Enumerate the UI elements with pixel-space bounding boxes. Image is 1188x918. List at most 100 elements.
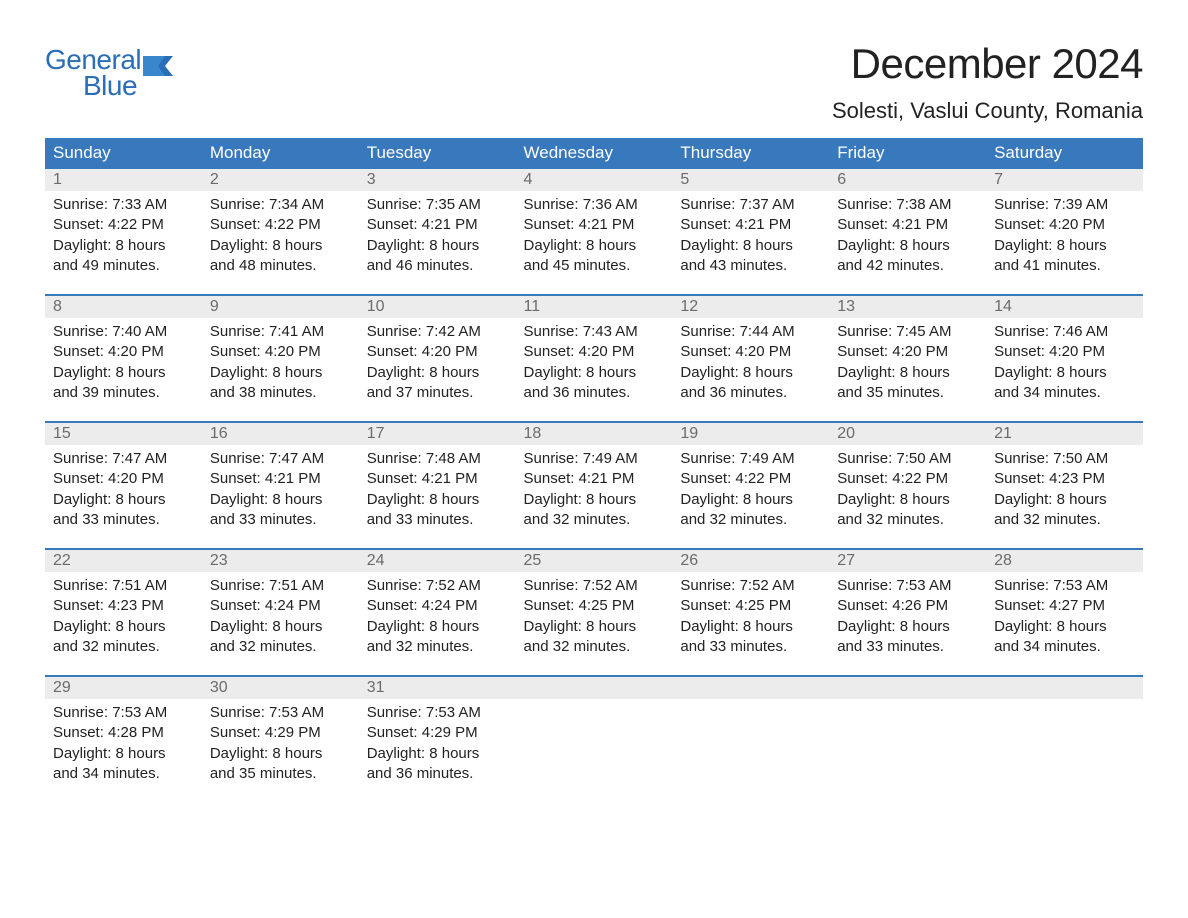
day-number: 28 [986, 552, 1012, 569]
page-header: General Blue December 2024 Solesti, Vasl… [45, 40, 1143, 124]
day-detail-d1: Daylight: 8 hours [837, 490, 978, 510]
day-number-row: 9 [202, 296, 359, 318]
day-detail-d1: Daylight: 8 hours [210, 490, 351, 510]
day-number: 16 [202, 425, 228, 442]
day-detail-d1: Daylight: 8 hours [837, 617, 978, 637]
day-detail-d2: and 33 minutes. [53, 510, 194, 530]
day-number: 14 [986, 298, 1012, 315]
day-number: 20 [829, 425, 855, 442]
day-detail-d1: Daylight: 8 hours [994, 363, 1135, 383]
day-number: 31 [359, 679, 385, 696]
calendar-day-cell: 7Sunrise: 7:39 AMSunset: 4:20 PMDaylight… [986, 169, 1143, 295]
day-detail-sunrise: Sunrise: 7:46 AM [994, 322, 1135, 342]
calendar-day-cell [986, 676, 1143, 802]
day-number: 25 [516, 552, 542, 569]
day-number-row: 25 [516, 550, 673, 572]
calendar-day-cell: 8Sunrise: 7:40 AMSunset: 4:20 PMDaylight… [45, 295, 202, 422]
day-detail-sunset: Sunset: 4:27 PM [994, 596, 1135, 616]
day-detail-sunset: Sunset: 4:21 PM [837, 215, 978, 235]
day-detail-sunrise: Sunrise: 7:51 AM [53, 576, 194, 596]
calendar-day-cell: 4Sunrise: 7:36 AMSunset: 4:21 PMDaylight… [516, 169, 673, 295]
day-detail-d2: and 49 minutes. [53, 256, 194, 276]
flag-icon [143, 56, 173, 76]
calendar-day-cell: 9Sunrise: 7:41 AMSunset: 4:20 PMDaylight… [202, 295, 359, 422]
calendar-day-cell: 28Sunrise: 7:53 AMSunset: 4:27 PMDayligh… [986, 549, 1143, 676]
day-detail-d2: and 32 minutes. [53, 637, 194, 657]
day-detail-d2: and 36 minutes. [524, 383, 665, 403]
day-number: 29 [45, 679, 71, 696]
day-number-row: 27 [829, 550, 986, 572]
location-subtitle: Solesti, Vaslui County, Romania [832, 98, 1143, 124]
day-number-row: 11 [516, 296, 673, 318]
day-detail-sunrise: Sunrise: 7:49 AM [680, 449, 821, 469]
day-number: 17 [359, 425, 385, 442]
day-number-row: 21 [986, 423, 1143, 445]
day-detail-sunrise: Sunrise: 7:44 AM [680, 322, 821, 342]
day-detail-d1: Daylight: 8 hours [837, 363, 978, 383]
day-detail-sunset: Sunset: 4:24 PM [367, 596, 508, 616]
day-number-row-empty [672, 677, 829, 699]
day-number: 6 [829, 171, 846, 188]
day-number-row-empty [516, 677, 673, 699]
calendar-day-cell: 22Sunrise: 7:51 AMSunset: 4:23 PMDayligh… [45, 549, 202, 676]
day-detail-d1: Daylight: 8 hours [837, 236, 978, 256]
day-detail-sunrise: Sunrise: 7:38 AM [837, 195, 978, 215]
day-detail-sunset: Sunset: 4:25 PM [680, 596, 821, 616]
day-number-row: 20 [829, 423, 986, 445]
calendar-day-cell: 11Sunrise: 7:43 AMSunset: 4:20 PMDayligh… [516, 295, 673, 422]
day-number-row: 12 [672, 296, 829, 318]
day-number-row: 1 [45, 169, 202, 191]
day-detail-sunset: Sunset: 4:21 PM [680, 215, 821, 235]
day-detail-sunrise: Sunrise: 7:53 AM [210, 703, 351, 723]
day-detail-d1: Daylight: 8 hours [524, 617, 665, 637]
day-detail-d2: and 33 minutes. [680, 637, 821, 657]
day-number: 13 [829, 298, 855, 315]
day-number: 21 [986, 425, 1012, 442]
day-detail-d2: and 35 minutes. [837, 383, 978, 403]
calendar-day-cell: 26Sunrise: 7:52 AMSunset: 4:25 PMDayligh… [672, 549, 829, 676]
day-number: 10 [359, 298, 385, 315]
day-detail-d2: and 33 minutes. [837, 637, 978, 657]
day-detail-sunset: Sunset: 4:22 PM [837, 469, 978, 489]
day-detail-sunset: Sunset: 4:21 PM [210, 469, 351, 489]
day-detail-d1: Daylight: 8 hours [53, 617, 194, 637]
day-number: 1 [45, 171, 62, 188]
calendar-day-cell [516, 676, 673, 802]
day-detail-d1: Daylight: 8 hours [367, 617, 508, 637]
day-number: 9 [202, 298, 219, 315]
day-detail-d2: and 32 minutes. [524, 510, 665, 530]
day-detail-sunset: Sunset: 4:29 PM [210, 723, 351, 743]
day-number-row: 2 [202, 169, 359, 191]
weekday-header: Tuesday [359, 138, 516, 169]
day-number-row: 22 [45, 550, 202, 572]
calendar-day-cell: 15Sunrise: 7:47 AMSunset: 4:20 PMDayligh… [45, 422, 202, 549]
day-detail-sunrise: Sunrise: 7:41 AM [210, 322, 351, 342]
day-detail-d1: Daylight: 8 hours [367, 363, 508, 383]
calendar-day-cell: 19Sunrise: 7:49 AMSunset: 4:22 PMDayligh… [672, 422, 829, 549]
calendar-day-cell: 13Sunrise: 7:45 AMSunset: 4:20 PMDayligh… [829, 295, 986, 422]
day-detail-d1: Daylight: 8 hours [524, 236, 665, 256]
day-detail-sunset: Sunset: 4:20 PM [837, 342, 978, 362]
day-number: 12 [672, 298, 698, 315]
day-detail-d2: and 43 minutes. [680, 256, 821, 276]
day-detail-sunrise: Sunrise: 7:42 AM [367, 322, 508, 342]
day-detail-sunset: Sunset: 4:20 PM [367, 342, 508, 362]
day-detail-sunset: Sunset: 4:20 PM [994, 342, 1135, 362]
day-detail-sunset: Sunset: 4:22 PM [210, 215, 351, 235]
day-detail-sunrise: Sunrise: 7:47 AM [210, 449, 351, 469]
day-detail-d1: Daylight: 8 hours [680, 363, 821, 383]
day-detail-sunset: Sunset: 4:29 PM [367, 723, 508, 743]
day-detail-sunset: Sunset: 4:20 PM [53, 342, 194, 362]
day-detail-sunrise: Sunrise: 7:35 AM [367, 195, 508, 215]
day-detail-d1: Daylight: 8 hours [680, 236, 821, 256]
calendar-day-cell: 10 Sunrise: 7:42 AMSunset: 4:20 PMDayligh… [359, 295, 516, 422]
day-number: 19 [672, 425, 698, 442]
day-detail-sunrise: Sunrise: 7:33 AM [53, 195, 194, 215]
day-detail-d2: and 32 minutes. [210, 637, 351, 657]
day-number: 5 [672, 171, 689, 188]
day-number: 2 [202, 171, 219, 188]
calendar-day-cell: 20Sunrise: 7:50 AMSunset: 4:22 PMDayligh… [829, 422, 986, 549]
day-detail-d1: Daylight: 8 hours [53, 363, 194, 383]
day-detail-sunrise: Sunrise: 7:43 AM [524, 322, 665, 342]
day-detail-sunset: Sunset: 4:23 PM [994, 469, 1135, 489]
